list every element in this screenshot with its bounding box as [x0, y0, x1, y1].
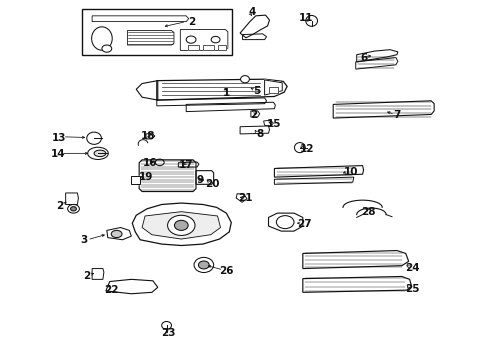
Ellipse shape [88, 147, 108, 159]
Polygon shape [186, 102, 275, 112]
Text: 19: 19 [139, 172, 153, 182]
Polygon shape [66, 193, 78, 204]
Text: 26: 26 [219, 266, 234, 276]
Polygon shape [303, 251, 409, 269]
Text: 16: 16 [143, 158, 157, 168]
Text: 2: 2 [189, 17, 196, 27]
Text: 28: 28 [361, 207, 376, 217]
Polygon shape [333, 101, 434, 118]
Text: 12: 12 [299, 144, 314, 154]
Polygon shape [356, 58, 398, 69]
Polygon shape [178, 162, 199, 167]
Polygon shape [92, 16, 189, 22]
Polygon shape [127, 31, 174, 45]
Text: 20: 20 [205, 179, 220, 189]
Text: 24: 24 [405, 263, 420, 273]
Ellipse shape [186, 36, 196, 43]
Text: 18: 18 [141, 131, 155, 141]
Polygon shape [357, 50, 398, 62]
Text: 14: 14 [50, 149, 65, 159]
Text: 10: 10 [343, 167, 358, 177]
Ellipse shape [194, 257, 214, 273]
Polygon shape [265, 80, 282, 95]
Circle shape [174, 220, 188, 230]
Text: 27: 27 [297, 219, 312, 229]
Polygon shape [243, 34, 267, 40]
Text: 11: 11 [299, 13, 314, 23]
Text: 22: 22 [104, 285, 119, 295]
Text: 5: 5 [253, 86, 260, 96]
Polygon shape [146, 133, 155, 139]
Text: 25: 25 [405, 284, 420, 294]
Text: 4: 4 [248, 7, 256, 17]
Ellipse shape [102, 45, 112, 52]
Polygon shape [274, 177, 354, 184]
Polygon shape [240, 126, 270, 134]
Polygon shape [188, 45, 199, 50]
Ellipse shape [241, 76, 249, 83]
Text: 2: 2 [56, 201, 63, 211]
Ellipse shape [87, 132, 101, 144]
Ellipse shape [294, 143, 305, 153]
Polygon shape [274, 166, 364, 177]
Text: 13: 13 [51, 132, 66, 143]
Ellipse shape [211, 36, 220, 43]
Polygon shape [142, 212, 220, 239]
Polygon shape [136, 81, 158, 100]
Polygon shape [106, 279, 158, 294]
Polygon shape [157, 79, 287, 100]
Polygon shape [264, 120, 273, 126]
Polygon shape [303, 276, 412, 292]
Ellipse shape [162, 321, 172, 329]
Ellipse shape [306, 15, 318, 26]
Text: 17: 17 [179, 160, 194, 170]
Text: 15: 15 [267, 119, 282, 129]
Polygon shape [139, 160, 196, 192]
FancyBboxPatch shape [82, 9, 232, 55]
Text: 23: 23 [161, 328, 176, 338]
Polygon shape [107, 228, 131, 240]
Circle shape [276, 216, 294, 229]
Text: 21: 21 [238, 193, 252, 203]
Polygon shape [196, 171, 214, 184]
Polygon shape [180, 30, 228, 50]
Polygon shape [240, 15, 270, 38]
Polygon shape [218, 45, 226, 50]
Polygon shape [251, 111, 260, 117]
Text: 7: 7 [393, 110, 401, 120]
Text: 2: 2 [250, 110, 257, 120]
Circle shape [68, 204, 79, 213]
Text: 6: 6 [360, 53, 367, 63]
Polygon shape [157, 98, 267, 106]
Polygon shape [92, 269, 104, 279]
Text: 3: 3 [81, 235, 88, 246]
Ellipse shape [111, 230, 122, 238]
Text: 2: 2 [84, 271, 91, 281]
Text: 8: 8 [256, 129, 263, 139]
Circle shape [71, 207, 76, 211]
Text: 9: 9 [196, 175, 203, 185]
Ellipse shape [155, 159, 164, 166]
Polygon shape [269, 213, 303, 231]
Polygon shape [203, 45, 214, 50]
Polygon shape [132, 203, 231, 246]
Polygon shape [236, 194, 247, 202]
Polygon shape [269, 87, 278, 93]
Polygon shape [131, 176, 140, 184]
Ellipse shape [94, 150, 106, 157]
Ellipse shape [198, 261, 209, 269]
Text: 1: 1 [223, 88, 230, 98]
Circle shape [168, 215, 195, 235]
Ellipse shape [92, 27, 112, 50]
